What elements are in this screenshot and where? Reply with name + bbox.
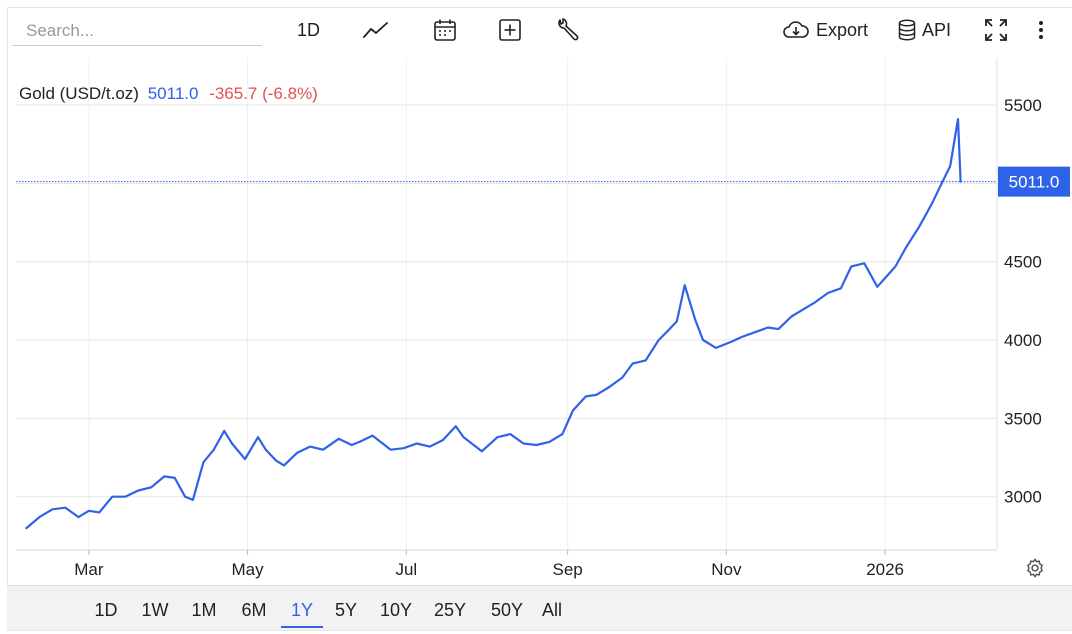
last-price-tag-label: 5011.0 [1009,173,1060,192]
tools-button[interactable] [556,14,580,46]
range-button-1y[interactable]: 1Y [281,586,323,628]
x-tick-label: Jul [395,560,417,579]
y-tick-label: 4500 [1004,253,1042,272]
database-icon [898,19,916,41]
range-button-25y[interactable]: 25Y [433,600,467,620]
price-chart[interactable]: 3000 3500 4000 4500 5500 Mar May Jul Sep Nov 2026 5… [0,0,1072,585]
last-price-tag-bg [998,166,1070,197]
compare-button[interactable] [498,14,522,46]
interval-button[interactable]: 1D [297,14,320,46]
range-button-10y[interactable]: 10Y [379,600,413,620]
export-label: Export [816,19,869,40]
toolbar: 1D Export [0,0,1072,58]
api-label: API [922,19,952,40]
chart-legend: Gold (USD/t.oz) 5011.0 -365.7 (-6.8%) [19,84,318,104]
range-button-1m[interactable]: 1M [191,600,217,620]
chart-type-button[interactable] [363,14,389,46]
legend-instrument-name: Gold (USD/t.oz) [19,84,139,103]
y-tick-label: 3000 [1004,488,1042,507]
calendar-icon [434,19,456,41]
range-button-5y[interactable]: 5Y [334,600,358,620]
line-chart-icon [363,22,388,38]
legend-last-value: 5011.0 [147,84,199,103]
x-tick-label: Mar [74,560,104,579]
date-range-button[interactable] [433,14,457,46]
legend-change: -365.7 (-6.8%) [209,84,318,103]
wrench-icon [558,18,579,41]
range-button-6m[interactable]: 6M [241,600,267,620]
fullscreen-button[interactable] [983,14,1009,46]
kebab-menu-icon [1039,21,1043,39]
x-tick-label: Nov [711,560,742,579]
export-button[interactable]: Export [782,14,868,46]
last-price-tag: 5011.0 [998,166,1070,197]
price-series-line [25,117,962,530]
plus-square-icon [499,19,521,41]
range-button-50y[interactable]: 50Y [490,600,524,620]
x-tick-label: Sep [553,560,583,579]
y-tick-label: 3500 [1004,409,1042,428]
more-options-button[interactable] [1037,14,1045,46]
interval-label: 1D [297,19,321,40]
search-input[interactable] [12,16,262,46]
x-tick-label: May [232,560,265,579]
range-button-1d[interactable]: 1D [94,600,118,620]
y-tick-label: 4000 [1004,331,1042,350]
x-tick-label: 2026 [866,560,904,579]
api-button[interactable]: API [898,14,951,46]
range-button-all[interactable]: All [541,600,562,620]
gear-icon[interactable] [1024,557,1046,579]
range-button-1w[interactable]: 1W [141,600,169,620]
cloud-download-icon [783,21,809,38]
range-selector: 1D 1W 1M 6M 1Y 5Y 10Y 25Y 50Y All [7,585,1072,630]
fullscreen-icon [985,19,1007,41]
y-tick-label: 5500 [1004,96,1042,115]
